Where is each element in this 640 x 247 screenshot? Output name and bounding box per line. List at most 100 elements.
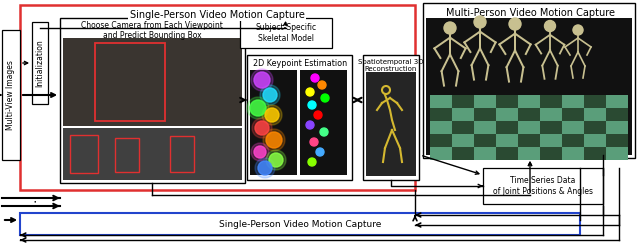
Bar [584,134,606,147]
Circle shape [475,17,485,27]
Bar [452,121,474,134]
Circle shape [266,132,282,148]
Circle shape [445,22,456,33]
Bar [2,30,20,160]
Bar [496,95,518,108]
Bar [474,108,496,121]
Bar [63,38,242,126]
Bar [483,168,603,204]
Bar [452,108,474,121]
Bar [518,121,540,134]
Bar [606,134,628,147]
Bar [20,5,415,190]
Bar [584,108,606,121]
Bar [518,134,540,147]
Bar [584,147,606,160]
Circle shape [263,88,277,102]
Bar [540,121,562,134]
Text: 2D Keypoint Estimation: 2D Keypoint Estimation [253,59,347,68]
Circle shape [255,158,275,178]
Text: Spatiotemporal 3D
Reconstruction: Spatiotemporal 3D Reconstruction [358,59,424,72]
Bar [496,108,518,121]
Bar [240,18,332,48]
Bar [540,147,562,160]
Text: Subject-Specific
Skeletal Model: Subject-Specific Skeletal Model [255,23,317,43]
Circle shape [509,18,521,30]
Circle shape [308,158,316,166]
Bar [452,95,474,108]
Bar [430,108,452,121]
Circle shape [258,161,272,175]
Circle shape [269,153,283,167]
Bar [250,70,297,175]
Circle shape [263,129,285,151]
Circle shape [573,25,582,35]
Bar [474,95,496,108]
Bar [606,95,628,108]
Circle shape [250,100,266,116]
Bar [562,95,584,108]
Bar [540,108,562,121]
Bar [363,55,419,180]
Bar [170,136,194,172]
Text: Multi-Person Video Motion Capture: Multi-Person Video Motion Capture [445,8,614,18]
Bar [496,134,518,147]
Bar [60,18,245,183]
Bar [562,134,584,147]
Bar [518,108,540,121]
Bar [430,95,452,108]
Bar [540,134,562,147]
Bar [518,95,540,108]
Bar [474,121,496,134]
Circle shape [310,138,318,146]
Bar [430,134,452,147]
Bar [584,121,606,134]
Bar [423,3,635,158]
Circle shape [321,94,329,102]
Circle shape [545,21,555,31]
Bar [606,108,628,121]
Circle shape [318,81,326,89]
Circle shape [254,146,266,158]
Bar [20,213,580,235]
Bar [474,147,496,160]
Circle shape [265,108,279,122]
Bar [562,121,584,134]
Text: Initialization: Initialization [35,39,45,87]
Text: Multi-View Images: Multi-View Images [6,60,15,130]
Bar [95,43,165,121]
Circle shape [260,85,280,105]
Circle shape [306,121,314,129]
Text: Single-Person Video Motion Capture: Single-Person Video Motion Capture [219,220,381,228]
Bar [70,135,98,173]
Circle shape [573,25,583,35]
Bar [474,134,496,147]
Bar [562,147,584,160]
Bar [606,121,628,134]
Bar [115,138,139,172]
Circle shape [320,128,328,136]
Bar [452,147,474,160]
Circle shape [254,72,270,88]
Circle shape [247,97,269,119]
Circle shape [251,143,269,161]
Circle shape [316,148,324,156]
Circle shape [314,111,322,119]
Circle shape [474,16,486,28]
Text: ⋮: ⋮ [29,195,41,208]
Circle shape [444,22,456,34]
Text: Choose Camera from Each Viewpoint
and Predict Bounding Box: Choose Camera from Each Viewpoint and Pr… [81,21,223,41]
Bar [32,22,48,104]
Bar [518,147,540,160]
Bar [247,55,352,180]
Circle shape [251,69,273,91]
Bar [300,70,347,175]
Bar [430,121,452,134]
Circle shape [262,105,282,125]
Bar [63,128,242,180]
Circle shape [266,150,286,170]
Bar [426,18,632,155]
Circle shape [509,19,520,29]
Bar [496,121,518,134]
Bar [496,147,518,160]
